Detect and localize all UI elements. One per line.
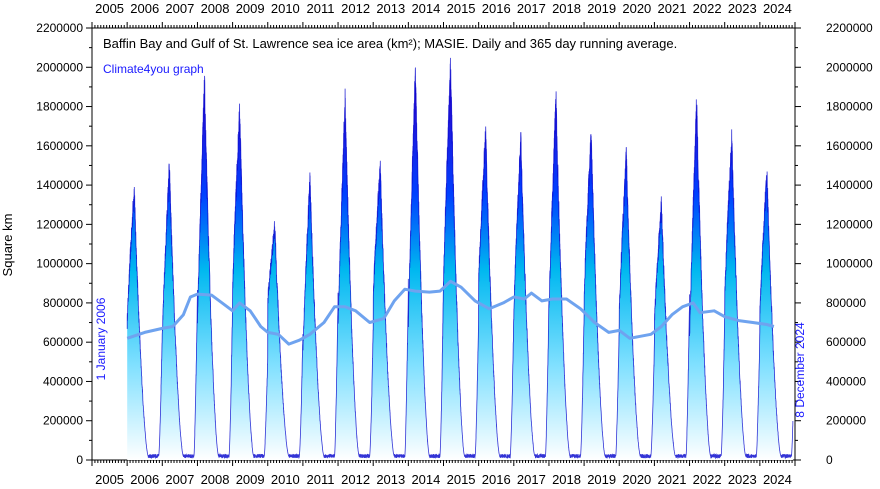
y-tick-label: 1400000 xyxy=(36,178,83,192)
year-label: 2006 xyxy=(130,1,159,16)
chart-title: Baffin Bay and Gulf of St. Lawrence sea … xyxy=(103,36,677,51)
start-date-label: 1 January 2006 xyxy=(94,297,108,380)
daily-sea-ice-area-series xyxy=(126,57,794,460)
year-label: 2005 xyxy=(95,1,124,16)
y-axis-left-labels: 0 200000 400000 600000 800000 1000000 1200000 1… xyxy=(36,21,83,467)
year-label: 2010 xyxy=(271,472,300,487)
running-average-series xyxy=(126,279,775,346)
year-label: 2008 xyxy=(201,472,230,487)
credit-label: Climate4you graph xyxy=(103,62,204,76)
y-tick-label: 1200000 xyxy=(826,217,873,231)
y-tick-label: 1000000 xyxy=(826,257,873,271)
year-label: 2007 xyxy=(165,1,194,16)
year-label: 2006 xyxy=(130,472,159,487)
year-label: 2020 xyxy=(622,1,651,16)
year-label: 2018 xyxy=(552,1,581,16)
year-label: 2009 xyxy=(236,472,265,487)
year-label: 2013 xyxy=(376,472,405,487)
year-label: 2011 xyxy=(306,1,334,16)
y-tick-label: 600000 xyxy=(826,335,866,349)
year-label: 2024 xyxy=(763,472,792,487)
year-label: 2019 xyxy=(587,472,616,487)
daily-area-outline xyxy=(126,57,794,460)
y-tick-label: 800000 xyxy=(826,296,866,310)
y-tick-label: 2000000 xyxy=(826,60,873,74)
y-tick-label: 0 xyxy=(826,453,833,467)
x-axis-top-labels: 2005 2006 2007 2008 2009 2010 2011 2012 2013 2014… xyxy=(95,1,792,16)
year-label: 2023 xyxy=(728,1,757,16)
x-axis-bottom-labels: 2005 2006 2007 2008 2009 2010 2011 2012 2013 2014… xyxy=(95,472,792,487)
y-tick-label: 2200000 xyxy=(36,21,83,35)
y-tick-label: 1600000 xyxy=(826,139,873,153)
year-label: 2023 xyxy=(728,472,757,487)
year-label: 2009 xyxy=(236,1,265,16)
year-label: 2016 xyxy=(482,1,511,16)
year-label: 2020 xyxy=(622,472,651,487)
y-tick-label: 1000000 xyxy=(36,257,83,271)
year-label: 2022 xyxy=(693,1,722,16)
year-label: 2011 xyxy=(306,472,334,487)
running-average-line xyxy=(126,279,775,346)
y-tick-label: 400000 xyxy=(826,374,866,388)
year-label: 2014 xyxy=(411,1,440,16)
axes xyxy=(86,22,801,466)
y-tick-label: 1600000 xyxy=(36,139,83,153)
y-axis-right-labels: 0 200000 400000 600000 800000 1000000 1200000 1… xyxy=(826,21,873,467)
y-tick-label: 800000 xyxy=(43,296,83,310)
y-tick-label: 400000 xyxy=(43,374,83,388)
year-label: 2015 xyxy=(447,1,476,16)
y-tick-label: 2200000 xyxy=(826,21,873,35)
year-label: 2021 xyxy=(658,1,687,16)
year-label: 2012 xyxy=(341,472,370,487)
year-label: 2019 xyxy=(587,1,616,16)
y-tick-label: 1200000 xyxy=(36,217,83,231)
y-axis-title: Square km xyxy=(0,214,15,277)
year-label: 2015 xyxy=(447,472,476,487)
year-label: 2017 xyxy=(517,472,546,487)
year-label: 2010 xyxy=(271,1,300,16)
year-label: 2012 xyxy=(341,1,370,16)
y-tick-label: 200000 xyxy=(43,414,83,428)
y-tick-label: 600000 xyxy=(43,335,83,349)
y-tick-label: 200000 xyxy=(826,414,866,428)
year-label: 2024 xyxy=(763,1,792,16)
y-tick-label: 2000000 xyxy=(36,60,83,74)
year-label: 2021 xyxy=(658,472,687,487)
y-tick-label: 1800000 xyxy=(826,100,873,114)
year-label: 2013 xyxy=(376,1,405,16)
year-label: 2017 xyxy=(517,1,546,16)
year-label: 2008 xyxy=(201,1,230,16)
y-tick-label: 1400000 xyxy=(826,178,873,192)
year-label: 2005 xyxy=(95,472,124,487)
year-label: 2016 xyxy=(482,472,511,487)
year-label: 2014 xyxy=(411,472,440,487)
year-label: 2018 xyxy=(552,472,581,487)
end-date-label: 8 December 2024 xyxy=(793,322,807,418)
y-tick-label: 0 xyxy=(76,453,83,467)
year-label: 2007 xyxy=(165,472,194,487)
year-label: 2022 xyxy=(693,472,722,487)
y-tick-label: 1800000 xyxy=(36,100,83,114)
